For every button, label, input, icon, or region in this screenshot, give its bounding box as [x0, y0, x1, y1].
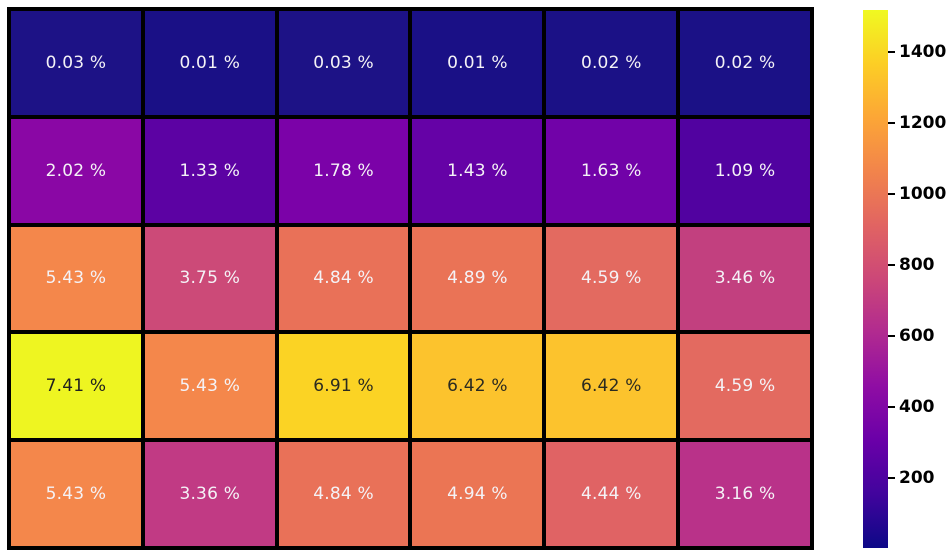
- heatmap: 0.03 % 0.01 % 0.03 % 0.01 % 0.02 % 0.02 % 2.02…: [7, 7, 814, 550]
- heatmap-cell: 4.59 %: [680, 334, 810, 439]
- heatmap-cell: 3.75 %: [144, 226, 275, 331]
- colorbar-tick-label: 800: [899, 254, 935, 275]
- heatmap-cell: 4.94 %: [412, 442, 543, 546]
- colorbar-tick: [888, 50, 895, 53]
- heatmap-cell: 1.63 %: [546, 118, 677, 223]
- heatmap-cell: 4.44 %: [546, 442, 677, 546]
- heatmap-cell: 0.01 %: [144, 11, 275, 115]
- heatmap-cell: 6.42 %: [412, 334, 543, 439]
- colorbar-tick: [888, 263, 895, 266]
- heatmap-cell: 5.43 %: [11, 226, 141, 331]
- heatmap-cell: 1.78 %: [278, 118, 409, 223]
- heatmap-cell: 3.46 %: [680, 226, 810, 331]
- heatmap-cell: 4.84 %: [278, 226, 409, 331]
- heatmap-cell: 3.36 %: [144, 442, 275, 546]
- heatmap-cell: 7.41 %: [11, 334, 141, 439]
- colorbar-tick-label: 200: [899, 467, 935, 488]
- colorbar-tick: [888, 192, 895, 195]
- heatmap-cell: 0.02 %: [680, 11, 810, 115]
- heatmap-cell: 4.89 %: [412, 226, 543, 331]
- heatmap-cell: 5.43 %: [144, 334, 275, 439]
- colorbar-tick: [888, 334, 895, 337]
- heatmap-cell: 2.02 %: [11, 118, 141, 223]
- colorbar-tick-label: 1000: [899, 183, 947, 204]
- colorbar: [863, 10, 888, 548]
- heatmap-cell: 5.43 %: [11, 442, 141, 546]
- heatmap-cell: 6.91 %: [278, 334, 409, 439]
- colorbar-tick: [888, 405, 895, 408]
- heatmap-cell: 3.16 %: [680, 442, 810, 546]
- heatmap-cell: 0.01 %: [412, 11, 543, 115]
- colorbar-tick-label: 1400: [899, 41, 947, 62]
- colorbar-tick: [888, 121, 895, 124]
- heatmap-cell: 6.42 %: [546, 334, 677, 439]
- heatmap-cell: 1.09 %: [680, 118, 810, 223]
- colorbar-tick-label: 400: [899, 396, 935, 417]
- heatmap-cell: 1.43 %: [412, 118, 543, 223]
- heatmap-cell: 0.02 %: [546, 11, 677, 115]
- heatmap-cell: 0.03 %: [11, 11, 141, 115]
- heatmap-cell: 1.33 %: [144, 118, 275, 223]
- heatmap-cell: 4.59 %: [546, 226, 677, 331]
- heatmap-cell: 0.03 %: [278, 11, 409, 115]
- colorbar-tick-label: 600: [899, 325, 935, 346]
- heatmap-cell: 4.84 %: [278, 442, 409, 546]
- colorbar-tick-label: 1200: [899, 112, 947, 133]
- colorbar-tick: [888, 476, 895, 479]
